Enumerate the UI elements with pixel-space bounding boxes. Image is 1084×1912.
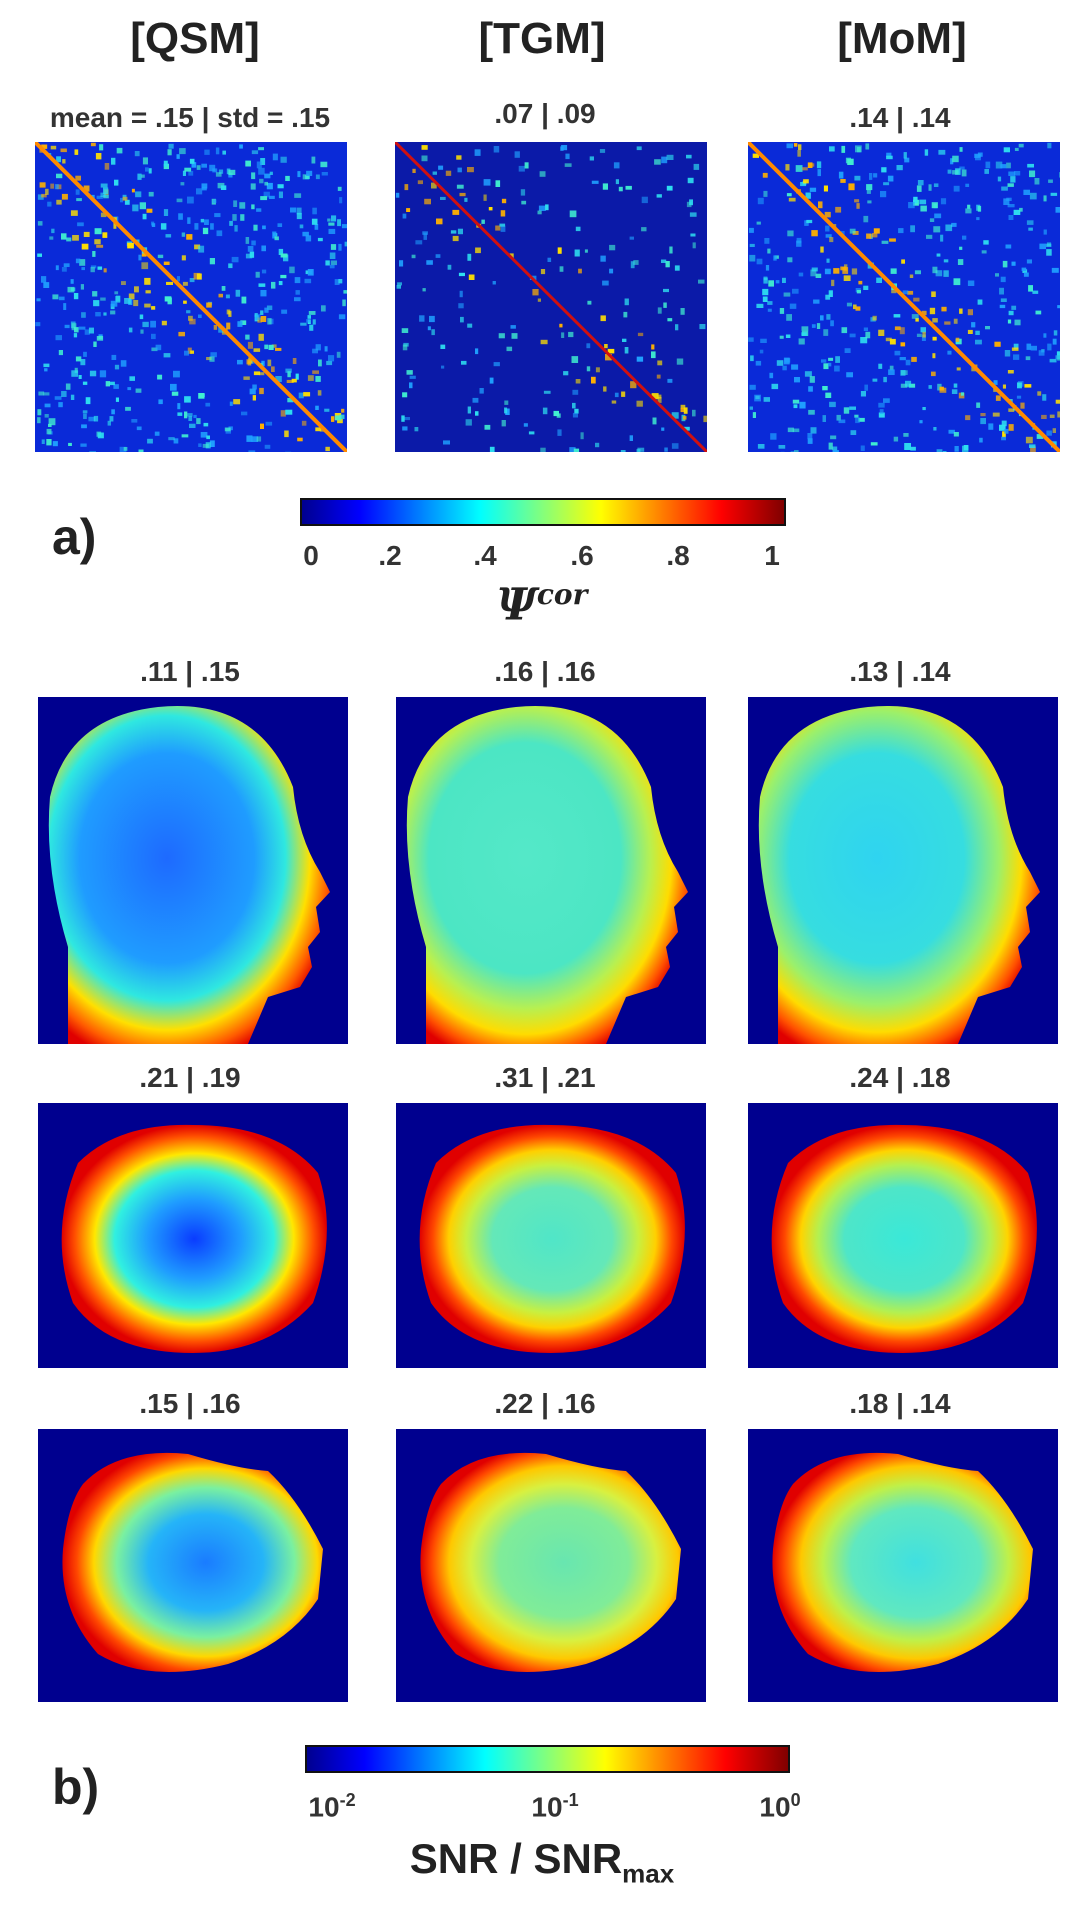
- colorbar-a-tick: 0: [303, 540, 319, 571]
- snr-map-coronal-qsm: [38, 1429, 348, 1702]
- snr-map-sagittal-tgm: [396, 697, 706, 1044]
- stat-b2-qsm: .21 | .19: [139, 1062, 241, 1093]
- matrix-tgm: [395, 142, 707, 452]
- column-header-mom: [MoM]: [837, 14, 967, 63]
- stat-b1-qsm: .11 | .15: [140, 656, 240, 687]
- colorbar-b-tick: 10-1: [531, 1790, 579, 1823]
- colorbar-a-tick: 1: [764, 540, 780, 571]
- snr-map-sagittal-mom: [748, 697, 1058, 1044]
- stat-a-tgm: .07 | .09: [494, 98, 596, 129]
- snr-map-coronal-tgm: [396, 1429, 706, 1702]
- matrix-mom: [748, 142, 1060, 452]
- colorbar-psi: [300, 498, 786, 526]
- colorbar-a-tick: .8: [666, 540, 690, 571]
- stat-b3-tgm: .22 | .16: [494, 1388, 596, 1419]
- stat-a-mom: .14 | .14: [849, 102, 951, 133]
- snr-map-coronal-mom: [748, 1429, 1058, 1702]
- snr-map-axial-qsm: [38, 1103, 348, 1368]
- colorbar-b-tick: 100: [759, 1790, 801, 1823]
- stat-b1-mom: .13 | .14: [849, 656, 951, 687]
- snr-map-axial-tgm: [396, 1103, 706, 1368]
- section-label-a: a): [52, 509, 97, 565]
- stat-b2-mom: .24 | .18: [849, 1062, 951, 1093]
- colorbar-a-tick: .2: [378, 540, 402, 571]
- column-header-qsm: [QSM]: [130, 14, 260, 63]
- snr-map-axial-mom: [748, 1103, 1058, 1368]
- column-header-tgm: [TGM]: [478, 14, 606, 63]
- colorbar-b-title: SNR / SNRmax: [409, 1835, 675, 1889]
- colorbar-b-tick: 10-2: [308, 1790, 356, 1823]
- stat-b3-mom: .18 | .14: [849, 1388, 951, 1419]
- stat-b2-tgm: .31 | .21: [494, 1062, 596, 1093]
- matrix-qsm: [35, 142, 347, 452]
- colorbar-a-tick: .4: [473, 540, 497, 571]
- colorbar-a-title: Ψcor: [496, 578, 588, 631]
- stat-b3-qsm: .15 | .16: [139, 1388, 241, 1419]
- colorbar-snr: [305, 1745, 790, 1773]
- colorbar-a-tick: .6: [570, 540, 594, 571]
- snr-map-sagittal-qsm: [38, 697, 348, 1044]
- section-label-b: b): [52, 1759, 100, 1815]
- stat-a-qsm: mean = .15 | std = .15: [49, 102, 331, 133]
- stat-b1-tgm: .16 | .16: [494, 656, 596, 687]
